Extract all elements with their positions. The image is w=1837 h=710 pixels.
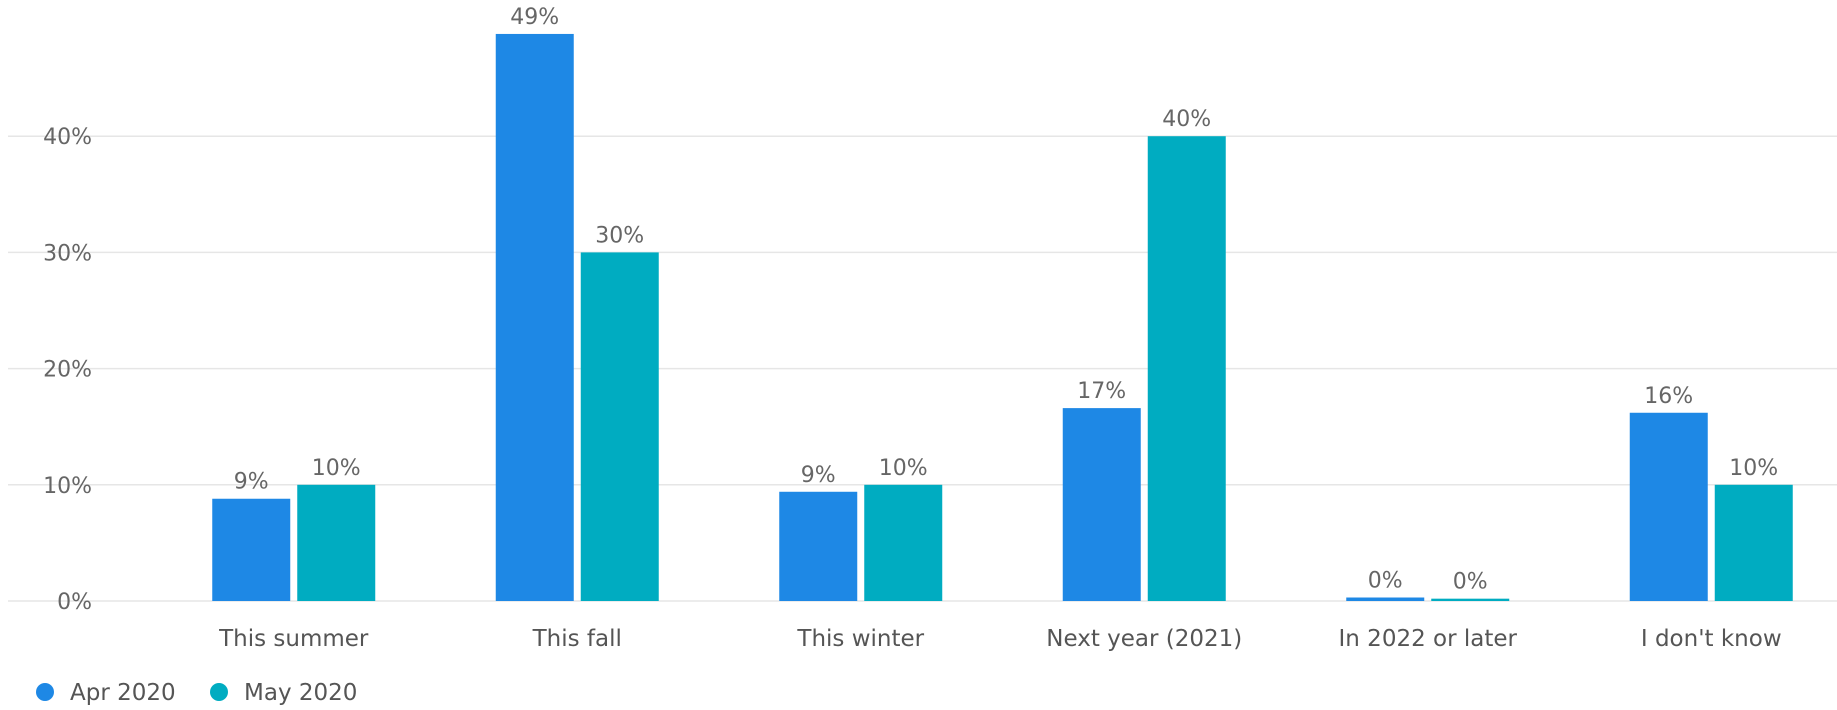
legend-label[interactable]: May 2020: [244, 680, 357, 706]
legend-marker-icon[interactable]: [36, 683, 54, 701]
data-labels: 9% 10% 49% 30% 9% 10% 17% 40% 0% 0% 16% 10%: [234, 5, 1778, 595]
bar-may-2020[interactable]: [1147, 136, 1226, 601]
x-tick-label: This fall: [532, 626, 622, 652]
bar-may-2020[interactable]: [1431, 598, 1510, 601]
data-label: 10%: [312, 456, 361, 481]
data-label: 0%: [1453, 570, 1488, 595]
data-label: 16%: [1644, 384, 1693, 409]
legend-marker-icon[interactable]: [210, 683, 228, 701]
x-tick-label: Next year (2021): [1046, 626, 1242, 652]
y-tick-label: 40%: [43, 125, 92, 150]
legend: Apr 2020 May 2020: [36, 680, 357, 706]
bar-may-2020[interactable]: [297, 484, 376, 601]
bar-apr-2020[interactable]: [1346, 597, 1425, 601]
x-tick-label: I don't know: [1641, 626, 1782, 652]
bar-apr-2020[interactable]: [1062, 408, 1141, 601]
data-label: 49%: [510, 5, 559, 30]
data-label: 17%: [1077, 379, 1126, 404]
data-label: 0%: [1368, 569, 1403, 594]
data-label: 30%: [595, 223, 644, 248]
data-label: 9%: [801, 463, 836, 488]
y-tick-label: 10%: [43, 474, 92, 499]
data-label: 9%: [234, 470, 269, 495]
bar-may-2020[interactable]: [864, 484, 943, 601]
y-tick-label: 0%: [57, 590, 92, 615]
y-tick-label: 20%: [43, 358, 92, 383]
data-label: 10%: [1729, 456, 1778, 481]
x-tick-label: This summer: [218, 626, 369, 652]
legend-label[interactable]: Apr 2020: [70, 680, 176, 706]
bar-apr-2020[interactable]: [495, 33, 574, 602]
bar-apr-2020[interactable]: [779, 491, 858, 601]
data-label: 40%: [1162, 107, 1211, 132]
bar-apr-2020[interactable]: [1629, 412, 1708, 601]
axis-labels: 0% 10% 20% 30% 40% This summer This fall This w…: [43, 125, 1782, 652]
bar-apr-2020[interactable]: [212, 498, 291, 601]
y-tick-label: 30%: [43, 241, 92, 266]
x-tick-label: In 2022 or later: [1339, 626, 1518, 652]
data-label: 10%: [879, 456, 928, 481]
bars: [212, 33, 1793, 602]
bar-may-2020[interactable]: [580, 252, 659, 601]
bar-may-2020[interactable]: [1714, 484, 1793, 601]
x-tick-label: This winter: [796, 626, 924, 652]
